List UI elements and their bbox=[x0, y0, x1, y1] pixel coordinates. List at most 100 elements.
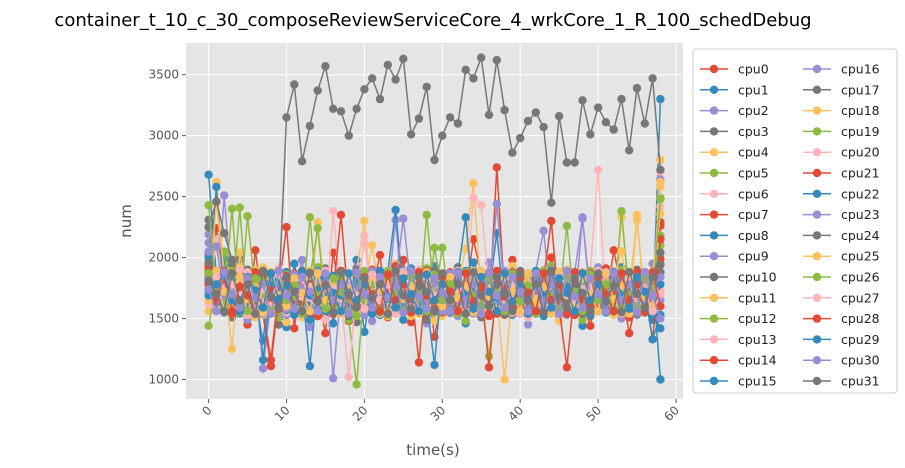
data-point bbox=[235, 282, 244, 291]
data-point bbox=[445, 307, 455, 316]
legend-item-cpu16: cpu16 bbox=[803, 62, 880, 77]
data-point bbox=[235, 265, 244, 274]
data-point bbox=[266, 361, 276, 371]
data-point bbox=[570, 268, 579, 277]
data-point bbox=[617, 94, 626, 104]
data-point bbox=[430, 307, 439, 316]
legend-marker bbox=[709, 356, 719, 365]
data-point bbox=[508, 261, 517, 271]
data-point bbox=[469, 193, 478, 202]
series-cpu17 bbox=[204, 53, 665, 318]
data-point bbox=[469, 304, 478, 313]
legend-marker bbox=[709, 106, 719, 115]
data-point bbox=[204, 247, 213, 256]
legend-marker bbox=[709, 252, 719, 261]
legend-marker bbox=[709, 148, 719, 157]
data-point bbox=[422, 287, 431, 296]
data-point bbox=[508, 272, 517, 282]
data-point bbox=[204, 170, 213, 179]
legend-label: cpu12 bbox=[738, 311, 777, 326]
data-point bbox=[531, 108, 540, 117]
data-point bbox=[258, 303, 268, 312]
legend-item-cpu18: cpu18 bbox=[803, 103, 880, 118]
data-point bbox=[656, 280, 665, 289]
data-point bbox=[266, 269, 276, 278]
data-point bbox=[445, 272, 455, 282]
y-tick-label: 3000 bbox=[148, 129, 179, 143]
legend-marker bbox=[812, 85, 822, 95]
data-point bbox=[461, 316, 470, 326]
data-point bbox=[204, 276, 213, 285]
legend-label: cpu22 bbox=[841, 186, 880, 201]
data-point bbox=[500, 290, 509, 299]
data-point bbox=[492, 55, 501, 65]
data-point bbox=[313, 224, 322, 233]
data-point bbox=[453, 307, 463, 316]
data-point bbox=[414, 114, 424, 123]
x-tick-label: 0 bbox=[199, 403, 214, 418]
legend-marker bbox=[709, 272, 719, 282]
data-point bbox=[461, 65, 470, 75]
data-point bbox=[227, 204, 237, 213]
data-point bbox=[469, 179, 478, 188]
data-point bbox=[593, 307, 603, 316]
data-point bbox=[648, 307, 657, 316]
data-point bbox=[329, 319, 338, 328]
data-point bbox=[313, 297, 322, 306]
data-point bbox=[375, 250, 385, 260]
data-point bbox=[204, 222, 213, 232]
data-point bbox=[313, 218, 322, 227]
series-cpu31 bbox=[204, 248, 665, 318]
data-point bbox=[212, 235, 221, 244]
series-group bbox=[204, 53, 665, 389]
data-point bbox=[656, 165, 665, 174]
legend-item-cpu27: cpu27 bbox=[803, 290, 880, 305]
data-point bbox=[609, 125, 618, 134]
data-point bbox=[368, 303, 377, 312]
data-point bbox=[492, 291, 501, 300]
data-point bbox=[586, 307, 595, 316]
data-point bbox=[632, 290, 642, 299]
data-point bbox=[383, 270, 392, 279]
data-point bbox=[212, 272, 221, 282]
data-point bbox=[461, 309, 470, 318]
legend-item-cpu1: cpu1 bbox=[700, 82, 769, 97]
legend-label: cpu19 bbox=[841, 124, 880, 139]
data-point bbox=[227, 255, 237, 265]
data-point bbox=[547, 216, 556, 226]
legend-marker bbox=[709, 85, 719, 95]
data-point bbox=[516, 133, 525, 143]
y-tick-label: 3500 bbox=[148, 68, 179, 82]
data-point bbox=[243, 280, 252, 289]
legend-marker bbox=[812, 335, 822, 344]
legend-marker bbox=[709, 210, 719, 219]
data-point bbox=[500, 303, 509, 312]
legend-label: cpu9 bbox=[738, 249, 769, 264]
data-point bbox=[430, 274, 439, 283]
data-point bbox=[305, 307, 315, 316]
data-point bbox=[656, 235, 665, 244]
legend-label: cpu10 bbox=[738, 270, 777, 285]
data-point bbox=[508, 148, 517, 157]
data-point bbox=[492, 266, 501, 276]
data-point bbox=[539, 122, 548, 132]
data-point bbox=[578, 269, 587, 278]
data-point bbox=[290, 324, 299, 333]
data-point bbox=[492, 163, 501, 172]
data-point bbox=[227, 290, 237, 299]
data-point bbox=[578, 288, 587, 298]
legend-marker bbox=[812, 210, 822, 219]
data-point bbox=[648, 74, 657, 83]
data-point bbox=[656, 314, 665, 323]
data-point bbox=[609, 269, 618, 278]
data-point bbox=[321, 329, 330, 338]
legend-label: cpu18 bbox=[841, 103, 880, 118]
data-point bbox=[391, 309, 400, 318]
data-point bbox=[547, 309, 556, 318]
data-point bbox=[321, 304, 330, 313]
data-point bbox=[204, 285, 213, 294]
data-point bbox=[593, 290, 603, 299]
legend-label: cpu31 bbox=[841, 374, 880, 389]
data-point bbox=[562, 363, 572, 372]
data-point bbox=[531, 307, 540, 316]
